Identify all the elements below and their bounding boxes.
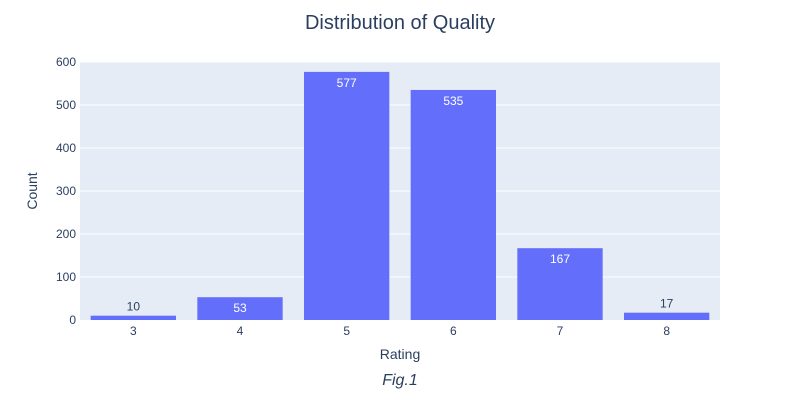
bar-value-label: 577 bbox=[337, 76, 357, 90]
x-tick-label: 4 bbox=[237, 324, 244, 338]
bar-value-label: 10 bbox=[127, 300, 141, 314]
chart-title: Distribution of Quality bbox=[305, 12, 495, 34]
y-tick-label: 600 bbox=[56, 55, 76, 69]
y-axis-title: Count bbox=[24, 172, 40, 209]
bar-labels: 10 53 577 535 167 17 bbox=[127, 76, 674, 315]
bar-value-label: 53 bbox=[233, 301, 247, 315]
y-axis-ticks: 0 100 200 300 400 500 600 bbox=[56, 55, 76, 327]
x-tick-label: 5 bbox=[343, 324, 350, 338]
bar bbox=[410, 89, 496, 320]
bar bbox=[304, 71, 390, 320]
y-tick-label: 100 bbox=[56, 270, 76, 284]
bars bbox=[90, 71, 710, 320]
figure-caption: Fig.1 bbox=[382, 372, 418, 389]
y-tick-label: 400 bbox=[56, 141, 76, 155]
y-tick-label: 500 bbox=[56, 98, 76, 112]
grid-lines bbox=[80, 61, 720, 278]
x-axis-ticks: 3 4 5 6 7 8 bbox=[130, 324, 670, 338]
x-tick-label: 7 bbox=[557, 324, 564, 338]
bar-value-label: 535 bbox=[443, 94, 463, 108]
x-axis-title: Rating bbox=[380, 346, 420, 362]
y-tick-label: 300 bbox=[56, 184, 76, 198]
bar bbox=[197, 297, 283, 320]
bar bbox=[90, 315, 176, 320]
y-tick-label: 0 bbox=[69, 313, 76, 327]
y-tick-label: 200 bbox=[56, 227, 76, 241]
x-tick-label: 8 bbox=[663, 324, 670, 338]
x-tick-label: 6 bbox=[450, 324, 457, 338]
bar-value-label: 17 bbox=[660, 297, 674, 311]
x-tick-label: 3 bbox=[130, 324, 137, 338]
bar-value-label: 167 bbox=[550, 252, 570, 266]
bar bbox=[517, 248, 603, 320]
bar bbox=[624, 312, 710, 320]
